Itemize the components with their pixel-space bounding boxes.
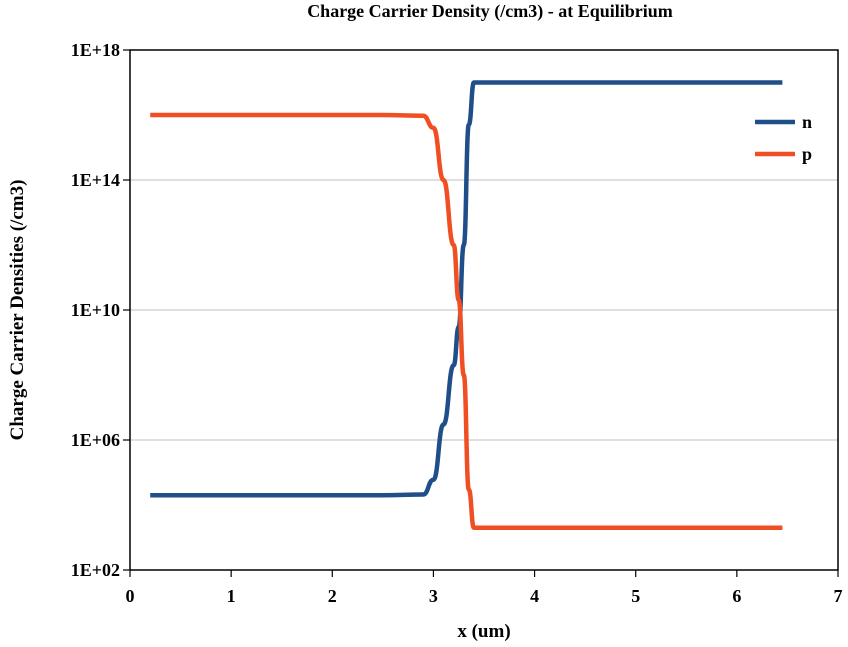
y-axis-label: Charge Carrier Densities (/cm3) xyxy=(7,180,28,441)
legend-label-p: p xyxy=(802,144,812,164)
x-tick-label: 4 xyxy=(530,586,539,606)
series-layer xyxy=(150,80,783,530)
x-axis-ticks: 0 1 2 3 4 5 6 7 xyxy=(126,570,843,606)
x-tick-label: 2 xyxy=(328,586,337,606)
y-tick-label: 1E+06 xyxy=(71,430,120,450)
x-tick-label: 3 xyxy=(429,586,438,606)
y-tick-label: 1E+10 xyxy=(71,300,120,320)
x-tick-label: 0 xyxy=(126,586,135,606)
gridlines xyxy=(130,179,838,441)
chart-title: Charge Carrier Density (/cm3) - at Equil… xyxy=(307,1,673,22)
series-line-n xyxy=(150,80,783,498)
y-tick-label: 1E+14 xyxy=(71,170,120,190)
x-axis-label: x (um) xyxy=(457,621,510,642)
y-tick-label: 1E+02 xyxy=(71,560,120,580)
x-tick-label: 5 xyxy=(631,586,640,606)
x-tick-label: 7 xyxy=(834,586,843,606)
x-tick-label: 6 xyxy=(732,586,741,606)
x-tick-label: 1 xyxy=(227,586,236,606)
legend: np xyxy=(755,112,812,164)
series-line-p xyxy=(150,112,783,530)
legend-label-n: n xyxy=(802,112,812,132)
y-axis-ticks: 1E+02 1E+06 1E+10 1E+14 1E+18 xyxy=(71,40,130,580)
y-tick-label: 1E+18 xyxy=(71,40,120,60)
